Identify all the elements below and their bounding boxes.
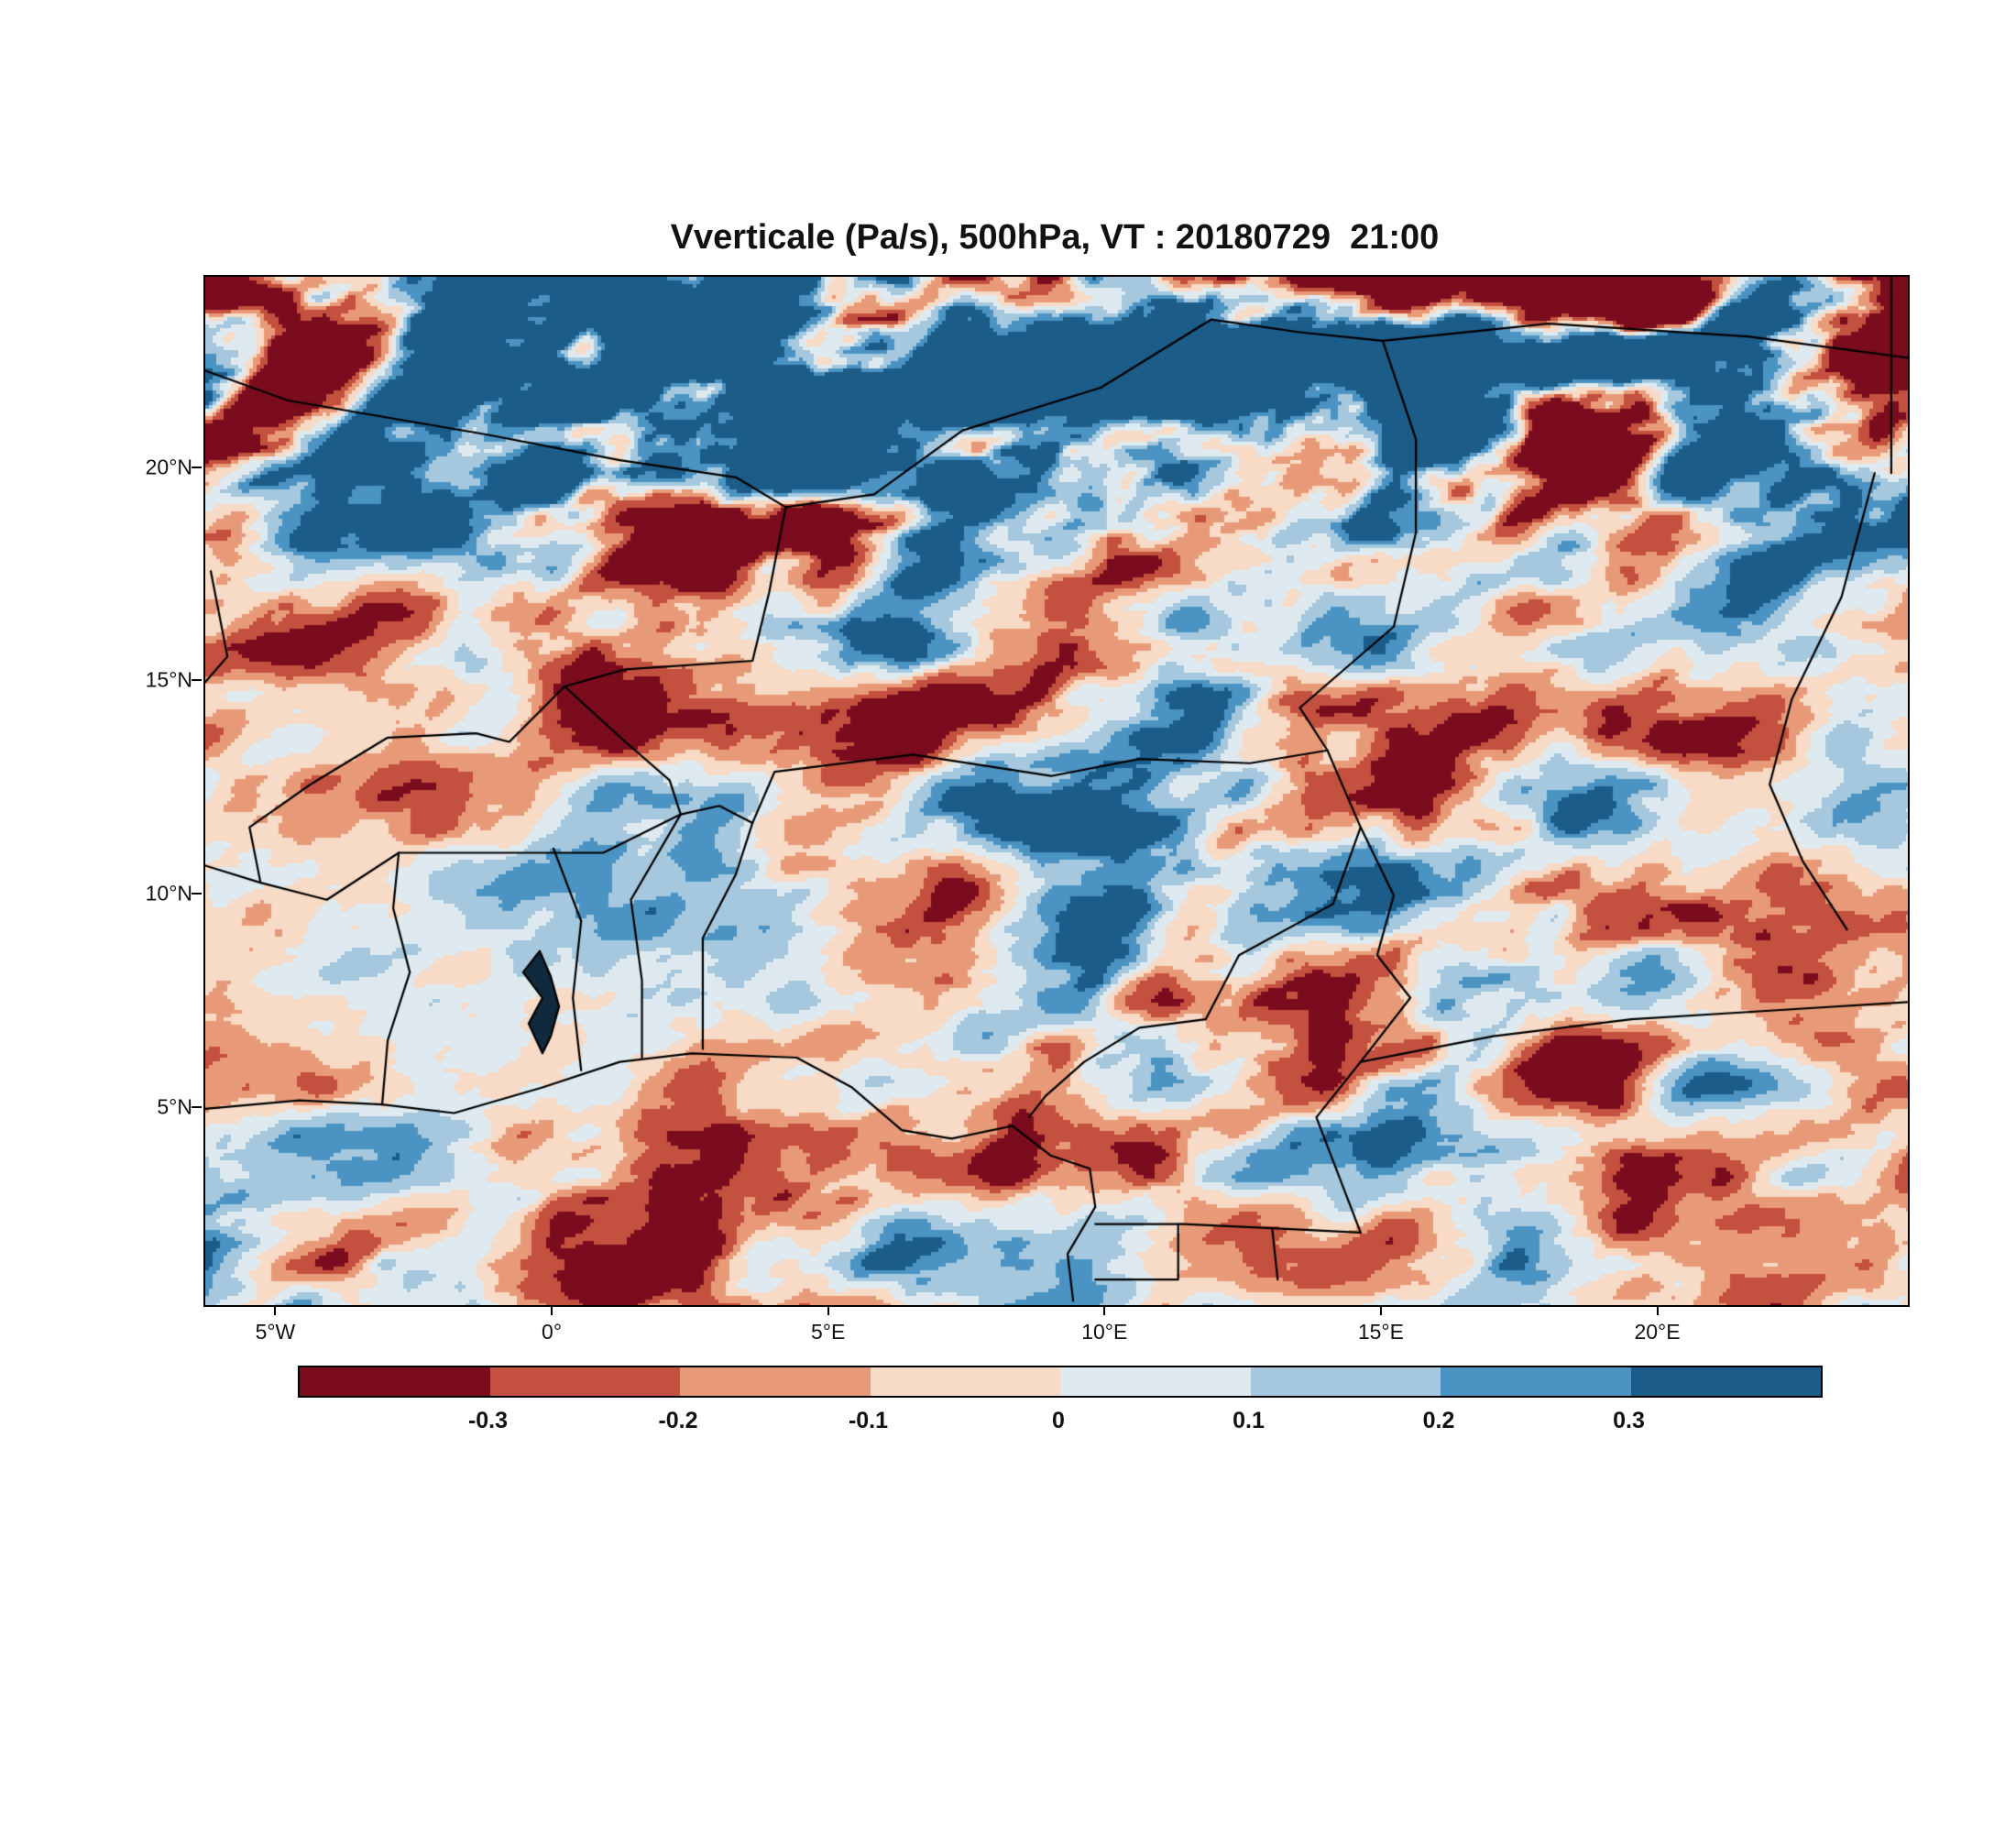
axis-tick	[1103, 1305, 1106, 1315]
y-tick-label: 10°N	[145, 881, 192, 906]
y-tick-label: 5°N	[157, 1094, 192, 1119]
colorbar-label: -0.2	[658, 1408, 698, 1433]
colorbar-label: -0.1	[848, 1408, 889, 1433]
colorbar-segment-1	[489, 1367, 680, 1396]
colorbar-label: 0.1	[1233, 1408, 1265, 1433]
y-tick-label: 15°N	[145, 667, 192, 692]
axis-tick	[192, 679, 202, 682]
chart-title: Vverticale (Pa/s), 500hPa, VT : 20180729…	[670, 218, 1440, 257]
colorbar-segment-4	[1060, 1367, 1251, 1396]
colorbar-segment-5	[1250, 1367, 1441, 1396]
x-tick-label: 5°W	[255, 1320, 296, 1344]
axis-tick	[1379, 1305, 1382, 1315]
colorbar-label: -0.3	[467, 1408, 509, 1433]
colorbar-segment-0	[300, 1367, 490, 1396]
colorbar-segment-3	[870, 1367, 1060, 1396]
colorbar-label: 0.2	[1422, 1408, 1455, 1433]
axis-tick	[274, 1305, 277, 1315]
axis-tick	[192, 893, 202, 895]
x-tick-label: 5°E	[810, 1320, 846, 1344]
axis-tick	[192, 466, 202, 468]
x-tick-label: 15°E	[1357, 1320, 1404, 1344]
map-frame	[203, 275, 1910, 1307]
x-tick-label: 20°E	[1634, 1320, 1681, 1344]
colorbar-label: 0	[1052, 1408, 1065, 1433]
axis-tick	[192, 1105, 202, 1108]
colorbar-segment-2	[680, 1367, 871, 1396]
axis-tick	[551, 1305, 553, 1315]
colorbar-label: 0.3	[1613, 1408, 1645, 1433]
x-tick-label: 0°	[542, 1320, 563, 1344]
colorbar-segment-6	[1441, 1367, 1631, 1396]
y-tick-label: 20°N	[145, 455, 192, 478]
axis-tick	[827, 1305, 829, 1315]
colorbar	[298, 1366, 1823, 1398]
colorbar-segment-7	[1630, 1367, 1821, 1396]
axis-tick	[1656, 1305, 1659, 1315]
map-plot	[205, 277, 1908, 1305]
x-tick-label: 10°E	[1081, 1320, 1128, 1344]
